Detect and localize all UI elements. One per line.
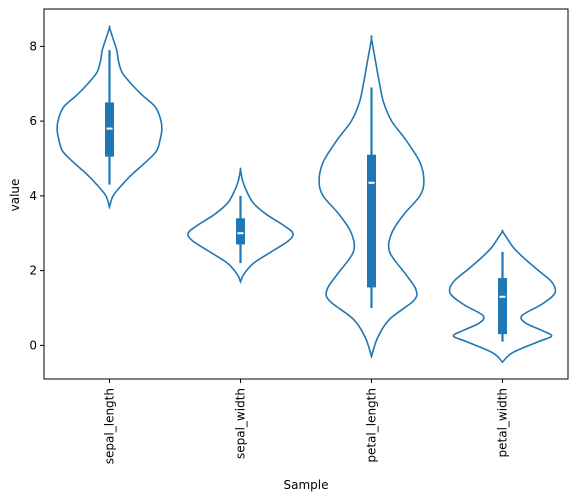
y-axis-title: value [8, 179, 22, 212]
y-axis: 0 2 4 6 8 [29, 39, 44, 352]
violin-outline [318, 35, 425, 360]
y-tick-label: 2 [29, 264, 37, 278]
violin-sepal_width [187, 167, 294, 284]
x-axis: sepal_length sepal_width petal_length petal… [103, 379, 510, 464]
violin-iqr-box [498, 278, 507, 335]
violin-sepal_length [56, 25, 163, 210]
violin-iqr-box [367, 154, 376, 288]
x-tick-label: petal_length [365, 388, 379, 463]
x-tick-label: sepal_width [234, 388, 248, 459]
violin-petal_width [448, 229, 557, 364]
violin-outline [448, 229, 557, 364]
violin-petal_length [318, 35, 425, 360]
y-tick-label: 0 [29, 338, 37, 352]
y-tick-label: 8 [29, 39, 37, 53]
plot-frame [43, 8, 569, 380]
x-tick-label: sepal_length [103, 388, 117, 464]
violin-iqr-box [236, 218, 245, 245]
y-tick-label: 4 [29, 189, 37, 203]
violin-outline [56, 25, 163, 210]
x-axis-title: Sample [284, 478, 329, 492]
violin-outline [187, 167, 294, 284]
y-tick-label: 6 [29, 114, 37, 128]
x-tick-label: petal_width [496, 388, 510, 457]
plot-area [43, 8, 569, 380]
